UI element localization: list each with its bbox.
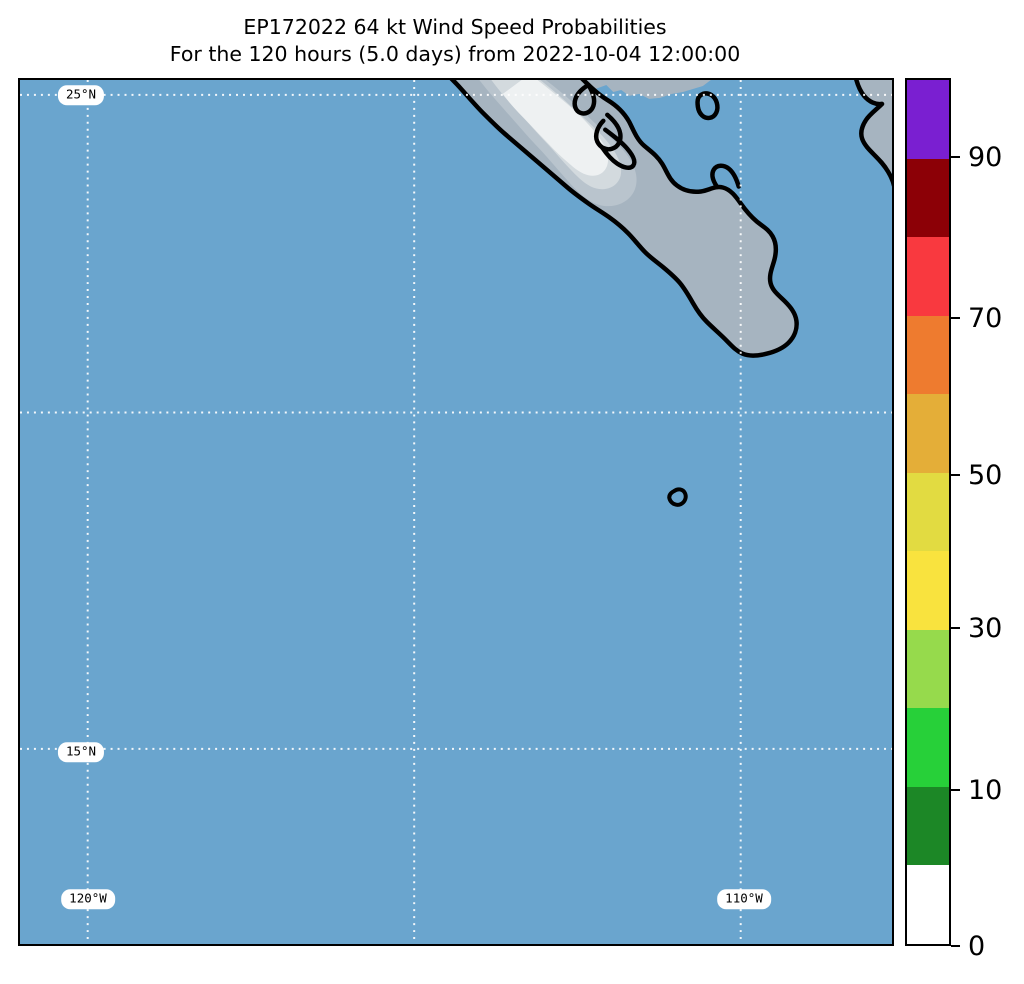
colorbar-group: 0 10 30 50 70 90 <box>905 78 1002 960</box>
gridline-label-lat-15n: 15°N <box>57 742 105 762</box>
colorbar-band-70-80 <box>907 237 949 316</box>
colorbar-tick-mark <box>951 316 960 320</box>
gridline-label-lon-120w: 120°W <box>61 889 115 909</box>
colorbar-band-10-20 <box>907 708 949 787</box>
colorbar-tick-50: 50 <box>951 462 1002 489</box>
colorbar-band-0-5 <box>907 865 949 945</box>
colorbar-tick-mark <box>951 155 960 159</box>
colorbar-tick-90: 90 <box>951 144 1002 171</box>
colorbar-band-40-50 <box>907 472 949 552</box>
colorbar-tick-mark <box>951 788 960 792</box>
colorbar-tick-0: 0 <box>951 933 985 960</box>
colorbar-band-30-40 <box>907 551 949 630</box>
gridline-layer <box>20 80 892 944</box>
colorbar-tick-label: 0 <box>968 930 986 962</box>
coastline-layer <box>449 80 892 507</box>
chart-title-block: EP172022 64 kt Wind Speed Probabilities … <box>0 14 910 67</box>
colorbar-band-50-60 <box>907 394 949 473</box>
colorbar-tick-label: 70 <box>968 302 1003 334</box>
gridline-label-lat-25n: 25°N <box>57 85 105 105</box>
colorbar-band-80-90 <box>907 158 949 238</box>
colorbar-tick-mark <box>951 944 960 948</box>
colorbar-tick-label: 30 <box>968 612 1003 644</box>
chart-title-line-2: For the 120 hours (5.0 days) from 2022-1… <box>169 41 741 66</box>
colorbar-tick-mark <box>951 626 960 630</box>
colorbar-band-90-100 <box>907 80 949 159</box>
colorbar-tick-30: 30 <box>951 615 1002 642</box>
colorbar-tick-label: 50 <box>968 459 1003 491</box>
colorbar-band-20-30 <box>907 629 949 709</box>
colorbar-tick-70: 70 <box>951 305 1002 332</box>
map-canvas <box>20 80 892 944</box>
colorbar-tick-label: 90 <box>968 141 1003 173</box>
ocean-background <box>20 80 892 944</box>
baja-california-peninsula <box>452 80 797 356</box>
chart-title-line-1: EP172022 64 kt Wind Speed Probabilities <box>243 15 667 39</box>
probability-colorbar[interactable] <box>905 78 951 946</box>
colorbar-tick-10: 10 <box>951 777 1002 804</box>
colorbar-band-60-70 <box>907 315 949 395</box>
map-figure[interactable]: 25°N 15°N 120°W 110°W <box>18 78 894 946</box>
colorbar-tick-mark <box>951 473 960 477</box>
gridline-label-lon-110w: 110°W <box>717 889 771 909</box>
colorbar-tick-label: 10 <box>968 774 1003 806</box>
colorbar-tick-layer: 0 10 30 50 70 90 <box>951 78 1024 960</box>
terrain-elevation-shading <box>479 80 637 207</box>
colorbar-band-5-10 <box>907 786 949 866</box>
